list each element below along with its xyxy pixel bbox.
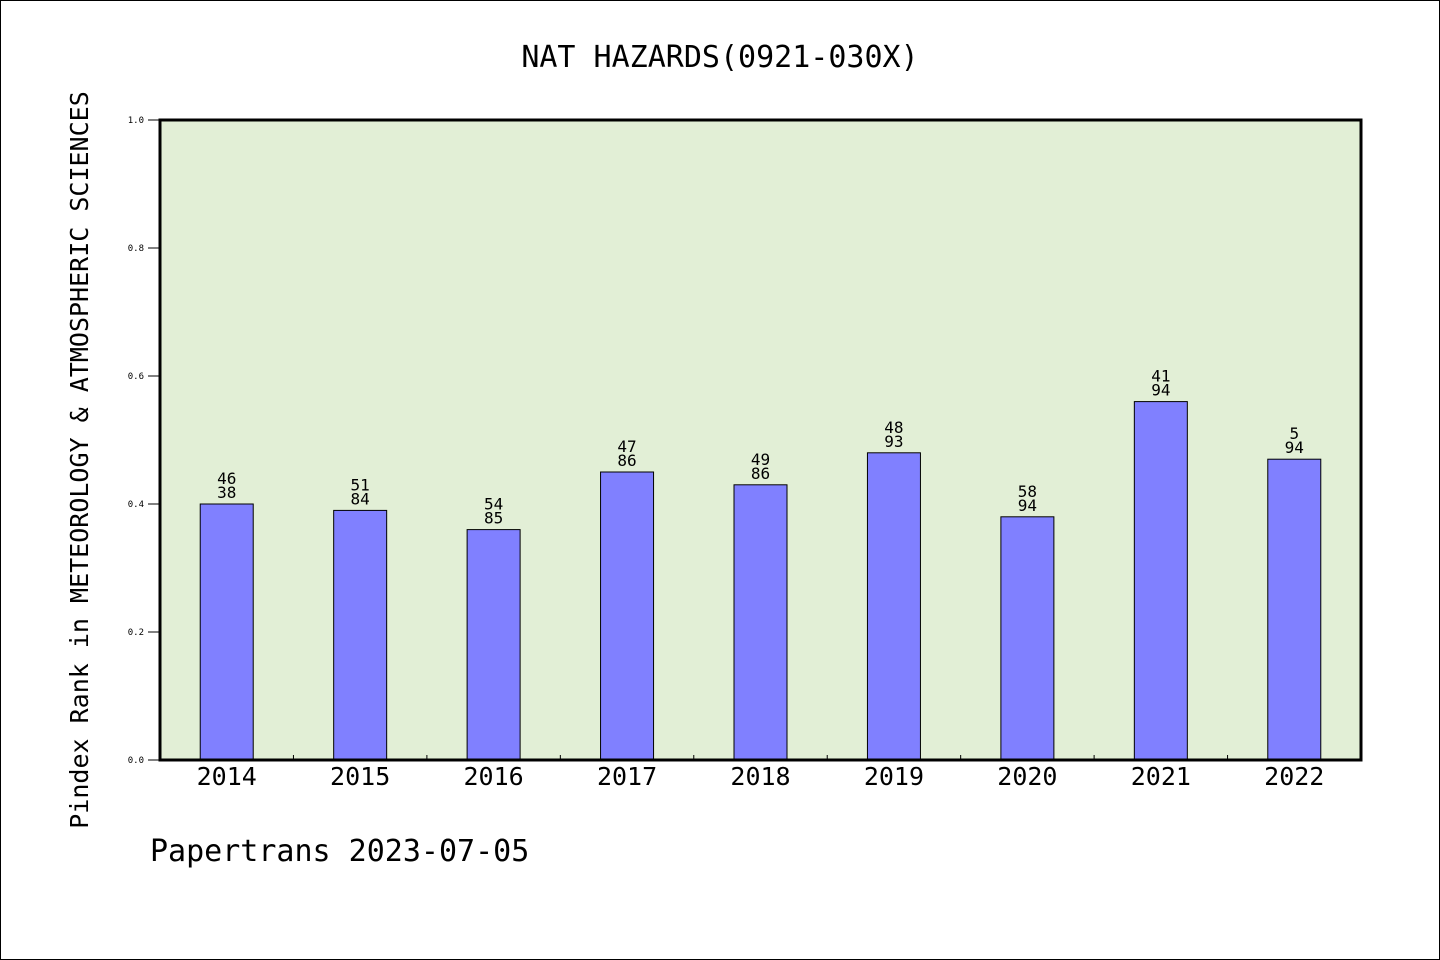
footer-credit: Papertrans 2023-07-05 [150, 834, 530, 869]
x-tick-label: 2022 [1264, 762, 1324, 791]
bar-label-total: 94 [1018, 496, 1037, 515]
bar-label-rank: 41 [1151, 367, 1170, 386]
bar-label-rank: 47 [617, 437, 636, 456]
y-tick-label: 0.2 [128, 628, 144, 638]
x-tick-label: 2014 [197, 762, 257, 791]
bar-2019 [866, 452, 921, 761]
y-tick-label: 0.8 [128, 244, 144, 254]
bar-label-total: 94 [1151, 381, 1170, 400]
bar-2018 [733, 484, 788, 761]
bar-label-total: 86 [751, 464, 770, 483]
bar-2021 [1133, 401, 1188, 761]
y-tick-label: 0.0 [128, 756, 144, 766]
bar-label-rank: 58 [1018, 482, 1037, 501]
x-tick-label: 2021 [1131, 762, 1191, 791]
bar-label-total: 94 [1285, 438, 1304, 457]
x-tick-label: 2019 [864, 762, 924, 791]
bar-label-rank: 5 [1289, 424, 1299, 443]
bar-2022 [1267, 458, 1322, 761]
bar-label-total: 86 [617, 451, 636, 470]
x-tick-label: 2018 [730, 762, 790, 791]
bar-2017 [600, 471, 655, 761]
bar-2014 [199, 503, 254, 761]
bar-label-rank: 54 [484, 495, 503, 514]
bar-2020 [1000, 516, 1055, 761]
bar-label-rank: 51 [351, 475, 370, 494]
y-tick-label: 1.0 [128, 116, 144, 126]
x-tick-label: 2020 [997, 762, 1057, 791]
chart-title: NAT HAZARDS(0921-030X) [521, 40, 918, 75]
bar-label-total: 38 [217, 483, 236, 502]
x-tick-label: 2016 [464, 762, 524, 791]
y-tick-label: 0.4 [128, 500, 144, 510]
x-tick-label: 2017 [597, 762, 657, 791]
x-tick-label: 2015 [330, 762, 390, 791]
y-axis-label: Pindex Rank in METEOROLOGY & ATMOSPHERIC… [65, 91, 94, 829]
plot-border [158, 118, 1363, 762]
bar-label-rank: 48 [884, 418, 903, 437]
bar-2016 [466, 529, 521, 761]
bar-label-rank: 49 [751, 450, 770, 469]
bar-label-rank: 46 [217, 469, 236, 488]
y-tick-label: 0.6 [128, 372, 144, 382]
bar-2015 [333, 509, 388, 761]
bar-label-total: 85 [484, 509, 503, 528]
bar-label-total: 84 [351, 489, 370, 508]
bar-label-total: 93 [884, 432, 903, 451]
